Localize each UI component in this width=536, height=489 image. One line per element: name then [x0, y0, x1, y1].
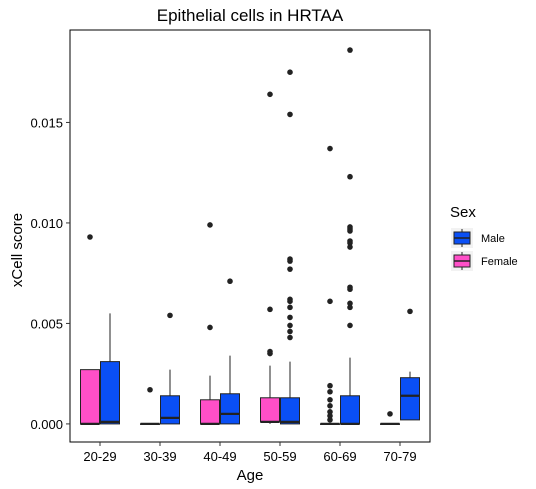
- outlier-point: [327, 388, 333, 395]
- x-axis-label: Age: [237, 467, 264, 484]
- box-group: [260, 91, 280, 424]
- y-axis-label: xCell score: [9, 213, 26, 287]
- outlier-point: [347, 224, 353, 230]
- legend-title: Sex: [450, 204, 476, 221]
- box: [100, 361, 120, 425]
- outlier-point: [267, 306, 273, 313]
- outlier-point: [87, 234, 93, 240]
- outlier-point: [207, 222, 213, 228]
- outlier-point: [347, 173, 353, 180]
- outlier-point: [147, 386, 153, 393]
- box-group: [340, 47, 360, 426]
- box: [400, 377, 420, 421]
- y-tick-label: 0.015: [30, 115, 63, 130]
- outlier-point: [167, 312, 173, 319]
- box-group: [220, 278, 240, 425]
- box-group: [400, 308, 420, 421]
- outlier-point: [287, 111, 293, 118]
- legend-entry: Male: [451, 228, 505, 248]
- box: [160, 395, 180, 425]
- legend-label: Female: [481, 256, 518, 268]
- x-tick-label: 60-69: [323, 449, 356, 464]
- x-tick-label: 40-49: [203, 449, 236, 464]
- outlier-point: [267, 91, 273, 98]
- box-group: [200, 222, 220, 426]
- legend: Sex Male Female: [450, 204, 518, 271]
- y-tick-label: 0.000: [30, 417, 63, 432]
- x-tick-label: 30-39: [143, 449, 176, 464]
- outlier-point: [387, 411, 393, 417]
- chart-title: Epithelial cells in HRTAA: [157, 6, 344, 25]
- outlier-point: [327, 417, 333, 423]
- outlier-point: [327, 396, 333, 403]
- outlier-point: [347, 300, 353, 307]
- box-group: [140, 386, 160, 426]
- x-tick-label: 20-29: [83, 449, 116, 464]
- outlier-point: [347, 244, 353, 250]
- outlier-point: [327, 409, 333, 415]
- outlier-point: [287, 328, 293, 335]
- outlier-point: [347, 322, 353, 329]
- outlier-point: [347, 284, 353, 291]
- x-tick-label: 70-79: [383, 449, 416, 464]
- outlier-point: [347, 304, 353, 311]
- plot-panel: [69, 29, 431, 443]
- outlier-point: [287, 304, 293, 311]
- box: [340, 395, 360, 425]
- box-group: [320, 145, 340, 426]
- y-tick-label: 0.010: [30, 216, 63, 231]
- outlier-point: [327, 382, 333, 389]
- outlier-point: [287, 256, 293, 262]
- box: [220, 393, 240, 425]
- box-group: [280, 69, 300, 425]
- outlier-point: [327, 413, 333, 419]
- outlier-point: [287, 296, 293, 303]
- box: [280, 397, 300, 425]
- outlier-point: [267, 348, 273, 355]
- outlier-point: [327, 298, 333, 305]
- legend-label: Male: [481, 233, 505, 245]
- outlier-point: [347, 238, 353, 244]
- outlier-point: [287, 266, 293, 272]
- outlier-point: [287, 314, 293, 321]
- outlier-point: [287, 334, 293, 341]
- y-tick-label: 0.005: [30, 316, 63, 331]
- outlier-point: [207, 324, 213, 331]
- box-plots: [80, 47, 420, 426]
- box-group: [380, 411, 400, 426]
- box-group: [100, 313, 120, 425]
- outlier-point: [287, 69, 293, 76]
- outlier-point: [407, 308, 413, 315]
- outlier-point: [327, 145, 333, 152]
- outlier-point: [227, 278, 233, 285]
- outlier-point: [287, 322, 293, 329]
- outlier-point: [347, 47, 353, 53]
- box: [260, 397, 280, 423]
- outlier-point: [327, 403, 333, 409]
- box: [200, 399, 220, 425]
- y-axis: 0.000 0.005 0.010 0.015: [30, 115, 70, 432]
- legend-entry: Female: [451, 251, 518, 271]
- box-group: [80, 234, 100, 426]
- x-tick-label: 50-59: [263, 449, 296, 464]
- x-axis: 20-29 30-39 40-49 50-59 60-69 70-79: [83, 442, 417, 464]
- box: [80, 369, 100, 425]
- box-group: [160, 312, 180, 425]
- legend-entries: Male Female: [451, 228, 518, 271]
